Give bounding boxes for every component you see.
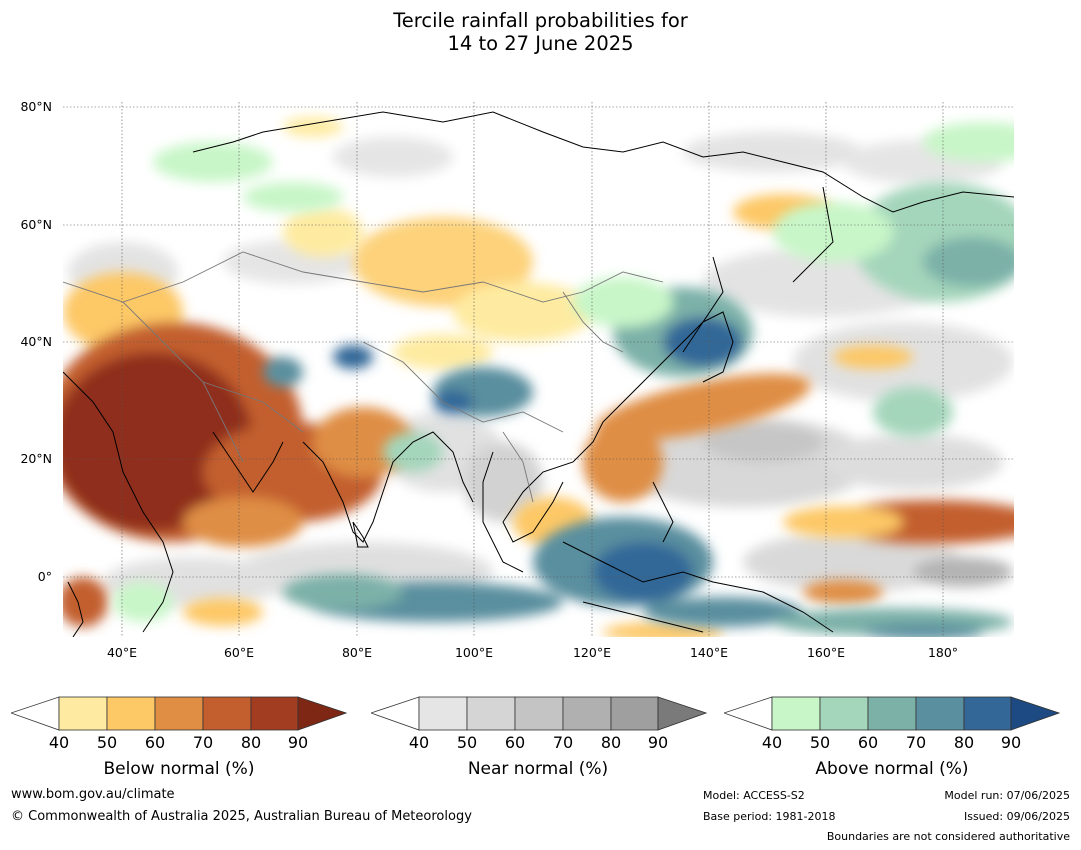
tick-near-70: 70 (552, 733, 574, 752)
tick-below-80: 80 (240, 733, 262, 752)
issued-text: Issued: 09/06/2025 (963, 810, 1070, 823)
tick-below-50: 50 (96, 733, 118, 752)
colorbar-below-label: Below normal (%) (103, 759, 255, 779)
lat-label-0: 0° (37, 569, 52, 584)
tick-below-40: 40 (48, 733, 70, 752)
map-canvas (63, 102, 1014, 637)
tick-below-60: 60 (144, 733, 166, 752)
tick-near-40: 40 (408, 733, 430, 752)
rainfall-probability-map (63, 102, 1014, 637)
colorbar-near-label: Near normal (%) (467, 759, 609, 779)
tick-above-80: 80 (953, 733, 975, 752)
lon-label-40e: 40°E (106, 645, 138, 660)
base-period-text: Base period: 1981-2018 (703, 810, 836, 823)
tick-above-40: 40 (761, 733, 783, 752)
tick-above-50: 50 (809, 733, 831, 752)
lat-label-20n: 20°N (20, 451, 52, 466)
colorbar-near-normal-swatches (369, 696, 708, 731)
tick-near-50: 50 (456, 733, 478, 752)
boundaries-disclaimer: Boundaries are not considered authoritat… (826, 830, 1070, 843)
lon-label-100e: 100°E (454, 645, 493, 660)
colorbar-below-normal (9, 696, 348, 736)
copyright-text: © Commonwealth of Australia 2025, Austra… (11, 809, 472, 824)
tick-above-90: 90 (1000, 733, 1022, 752)
lon-label-120e: 120°E (572, 645, 611, 660)
coastlines (63, 111, 1014, 637)
tick-near-60: 60 (504, 733, 526, 752)
lon-label-160e: 160°E (806, 645, 845, 660)
tick-above-70: 70 (905, 733, 927, 752)
lat-label-60n: 60°N (20, 217, 52, 232)
title-line-2: 14 to 27 June 2025 (447, 32, 634, 55)
lon-label-80e: 80°E (341, 645, 373, 660)
website-link[interactable]: www.bom.gov.au/climate (11, 787, 175, 802)
lon-label-60e: 60°E (223, 645, 255, 660)
model-run-text: Model run: 07/06/2025 (944, 789, 1070, 802)
colorbar-above-normal (722, 696, 1061, 736)
colorbar-below-normal-swatches (9, 696, 348, 731)
tick-above-60: 60 (857, 733, 879, 752)
above-normal-shading (113, 122, 1014, 637)
title-line-1: Tercile rainfall probabilities for (393, 9, 688, 32)
lat-label-80n: 80°N (20, 99, 52, 114)
tick-below-70: 70 (192, 733, 214, 752)
country-borders (63, 251, 664, 503)
colorbar-above-normal-swatches (722, 696, 1061, 731)
tick-below-90: 90 (287, 733, 309, 752)
colorbar-above-label: Above normal (%) (815, 759, 969, 779)
colorbar-near-normal (369, 696, 708, 736)
lat-label-40n: 40°N (20, 334, 52, 349)
lon-label-140e: 140°E (689, 645, 728, 660)
lon-label-180: 180° (927, 645, 959, 660)
tick-near-90: 90 (647, 733, 669, 752)
model-text: Model: ACCESS-S2 (703, 789, 805, 802)
tick-near-80: 80 (600, 733, 622, 752)
map-title: Tercile rainfall probabilities for 14 to… (0, 9, 1081, 55)
graticule (63, 102, 1014, 637)
